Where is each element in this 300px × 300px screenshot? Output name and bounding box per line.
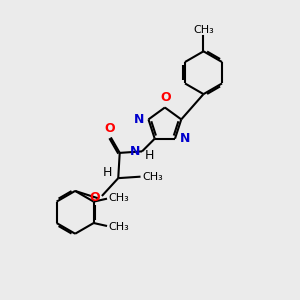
Text: N: N bbox=[179, 132, 190, 145]
Text: CH₃: CH₃ bbox=[109, 193, 129, 203]
Text: CH₃: CH₃ bbox=[193, 25, 214, 35]
Text: H: H bbox=[145, 149, 154, 162]
Text: CH₃: CH₃ bbox=[142, 172, 163, 182]
Text: N: N bbox=[134, 113, 144, 126]
Text: O: O bbox=[160, 91, 171, 104]
Text: O: O bbox=[104, 122, 115, 135]
Text: N: N bbox=[130, 146, 140, 158]
Text: CH₃: CH₃ bbox=[109, 222, 129, 232]
Text: H: H bbox=[103, 166, 112, 179]
Text: O: O bbox=[89, 191, 100, 204]
